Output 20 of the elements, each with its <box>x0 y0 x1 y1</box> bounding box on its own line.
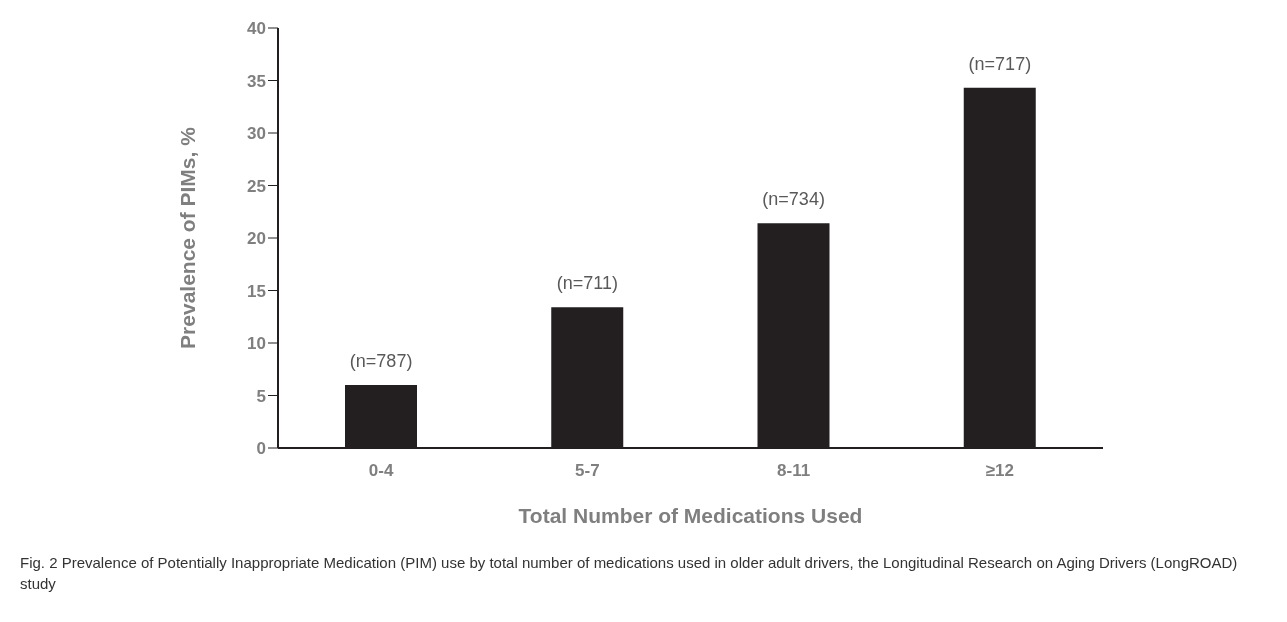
x-axis-title: Total Number of Medications Used <box>518 504 863 527</box>
x-tick-label: 5-7 <box>575 461 600 481</box>
y-tick-label: 10 <box>247 334 266 354</box>
y-tick-label: 35 <box>247 71 266 91</box>
x-tick-label: 0-4 <box>368 461 394 481</box>
y-tick-label: 20 <box>247 229 266 249</box>
annotation: (n=734) <box>762 189 825 210</box>
annotation: (n=717) <box>968 53 1032 74</box>
y-tick-label: 0 <box>256 439 266 459</box>
y-tick-label: 30 <box>247 124 266 144</box>
x-tick-label: 8-11 <box>777 461 811 481</box>
x-tick-label: ≥12 <box>985 461 1014 481</box>
y-tick-label: 15 <box>247 281 266 301</box>
y-tick-label: 25 <box>247 176 266 196</box>
annotation: (n=787) <box>349 351 413 371</box>
caption: Fig. 2 Prevalence of Potentially Inappropriate Medication (PIM) use by total number of medications used in older adult drivers, the Longitudinal Research on Aging Drivers (LongROAD) study <box>19 553 1239 594</box>
y-tick-label: 40 <box>247 19 266 39</box>
annotation: (n=711) <box>556 273 618 294</box>
y-axis-title: Prevalence of PIMs, % <box>176 126 200 349</box>
y-tick-label: 5 <box>256 386 266 406</box>
